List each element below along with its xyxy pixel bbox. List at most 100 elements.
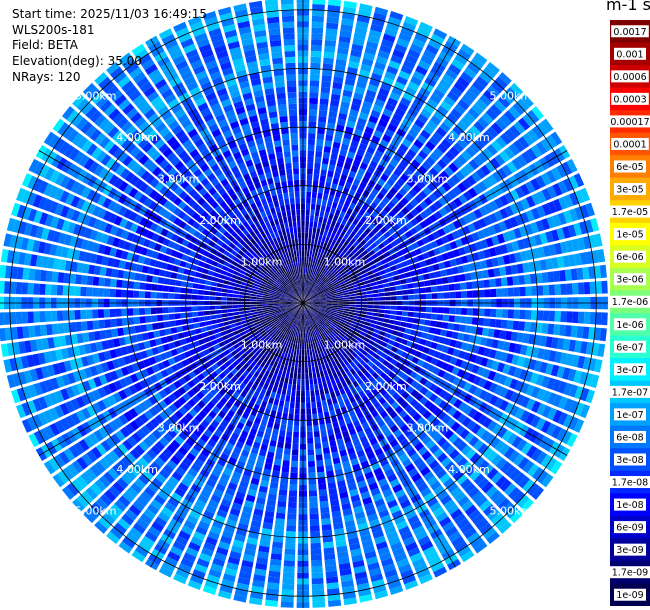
radar-gate <box>468 509 481 521</box>
radar-gate <box>441 138 452 150</box>
radar-gate <box>376 503 388 513</box>
radar-gate <box>270 410 277 417</box>
radar-gate <box>313 425 320 432</box>
radar-gate <box>422 326 430 333</box>
radar-gate <box>331 308 338 311</box>
radar-gate <box>210 494 222 504</box>
radar-gate <box>362 324 370 330</box>
radar-gate <box>380 352 388 359</box>
radar-gate <box>326 470 335 478</box>
radar-gate <box>336 289 343 293</box>
radar-gate <box>577 237 586 251</box>
radar-gate <box>556 366 565 379</box>
radar-gate <box>310 289 315 295</box>
radar-gate <box>255 398 263 406</box>
radar-gate <box>472 184 483 195</box>
radar-gate <box>131 432 142 444</box>
radar-gate <box>312 419 319 426</box>
radar-gate <box>280 345 285 352</box>
radar-gate <box>461 416 472 428</box>
radar-gate <box>291 330 295 337</box>
radar-gate <box>113 380 123 391</box>
radar-gate <box>121 308 128 317</box>
radar-gate <box>307 443 314 450</box>
radar-gate <box>58 335 67 347</box>
radar-gate <box>400 400 409 409</box>
radar-gate <box>267 365 273 372</box>
radar-gate <box>601 280 608 294</box>
radar-gate <box>265 316 272 321</box>
radar-gate <box>404 192 414 202</box>
radar-gate <box>309 349 313 356</box>
radar-gate <box>372 289 379 294</box>
radar-gate <box>321 518 331 526</box>
radar-gate <box>214 552 227 562</box>
radar-gate <box>178 563 192 574</box>
radar-gate <box>104 489 117 502</box>
radar-gate <box>158 400 168 410</box>
radar-gate <box>451 331 459 340</box>
radar-gate <box>340 173 348 182</box>
radar-gate <box>319 495 328 502</box>
radar-gate <box>332 279 338 285</box>
radar-gate <box>185 306 192 312</box>
radar-gate <box>400 424 409 433</box>
radar-gate <box>316 287 322 293</box>
radar-gate <box>200 419 210 429</box>
radar-gate <box>225 487 236 497</box>
radar-gate <box>318 216 324 224</box>
radar-gate <box>338 331 345 338</box>
radar-gate <box>311 197 317 205</box>
radar-gate <box>82 263 90 274</box>
radar-gate <box>219 452 229 462</box>
radar-gate <box>88 331 96 342</box>
radar-gate <box>342 591 356 600</box>
radar-gate <box>389 286 396 292</box>
radar-gate <box>466 253 474 263</box>
radar-gate <box>500 277 508 287</box>
radar-gate <box>291 300 298 303</box>
radar-gate <box>280 477 289 485</box>
radar-gate <box>424 258 433 266</box>
radar-gate <box>285 300 292 302</box>
radar-gate <box>291 312 296 317</box>
radar-gate <box>328 244 334 252</box>
radar-gate <box>306 408 312 415</box>
radar-gate <box>353 505 364 514</box>
radar-gate <box>136 428 147 440</box>
radar-gate <box>547 407 558 421</box>
radar-gate <box>393 258 401 265</box>
radar-gate <box>289 401 295 409</box>
radar-gate <box>270 553 282 561</box>
radar-gate <box>441 345 449 354</box>
radar-gate <box>343 294 350 298</box>
radar-gate <box>421 267 429 274</box>
radar-gate <box>294 313 298 319</box>
radar-gate <box>176 273 184 280</box>
radar-gate <box>453 197 463 208</box>
radar-gate <box>377 144 387 154</box>
radar-gate <box>419 338 427 346</box>
radar-gate <box>445 330 453 338</box>
radar-gate <box>260 419 268 427</box>
radar-gate <box>108 450 120 462</box>
radar-gate <box>363 346 371 353</box>
radar-gate <box>453 453 464 464</box>
radar-gate <box>510 331 518 342</box>
radar-gate <box>316 252 321 259</box>
radar-gate <box>207 438 217 448</box>
radar-gate <box>49 392 59 405</box>
radar-gate <box>554 351 563 364</box>
radar-gate <box>320 303 327 305</box>
radar-gate <box>339 354 346 361</box>
radar-gate <box>303 320 305 327</box>
radar-gate <box>259 539 271 548</box>
radar-gate <box>417 325 424 332</box>
radar-gate <box>359 343 366 350</box>
radar-gate <box>316 313 322 319</box>
radar-gate <box>449 291 456 299</box>
radar-gate <box>228 346 236 353</box>
radar-gate <box>305 326 307 333</box>
radar-gate <box>292 343 296 350</box>
radar-gate <box>233 315 241 320</box>
